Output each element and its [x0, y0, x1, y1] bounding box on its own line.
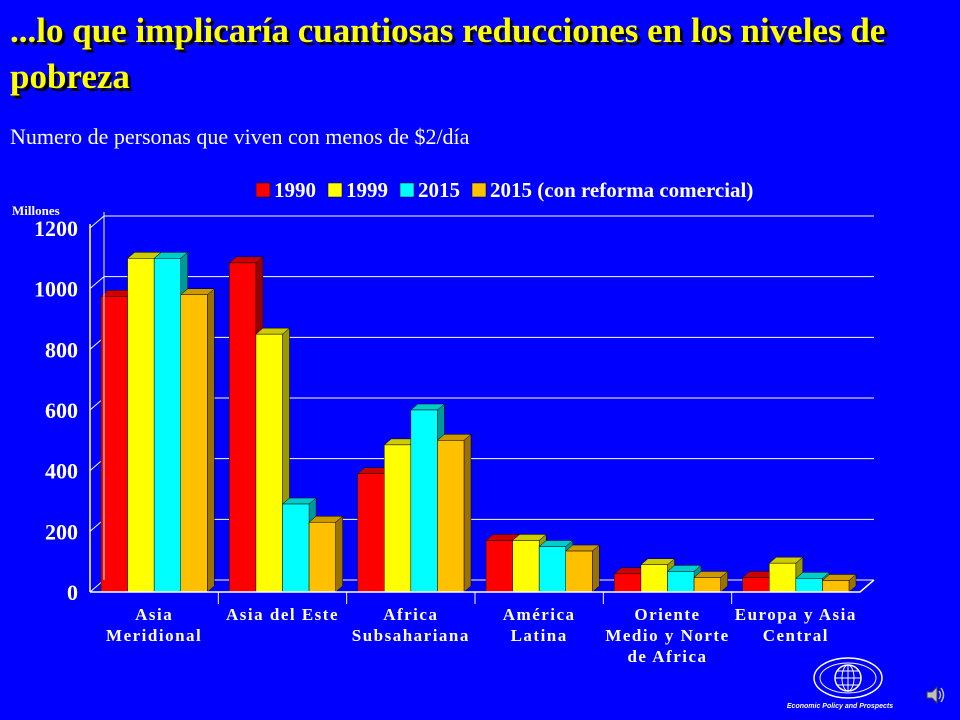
category-label-line: Medio y Norte — [605, 626, 729, 645]
y-tick-label: 1200 — [34, 216, 78, 241]
legend-swatch — [471, 182, 487, 198]
bar — [666, 564, 702, 593]
bar-front — [742, 577, 770, 593]
legend-swatch — [327, 182, 343, 198]
bar-front — [308, 521, 336, 593]
category-label-line: de Africa — [627, 647, 707, 666]
bar-front — [640, 564, 668, 593]
y-tick-label: 200 — [45, 519, 78, 544]
gridline — [89, 276, 874, 290]
bar — [565, 544, 601, 593]
category-label-line: Europa y Asia — [735, 605, 857, 624]
bar — [821, 573, 857, 593]
bar-front — [282, 503, 310, 593]
y-tick-label: 0 — [67, 580, 78, 605]
category-label-line: Central — [763, 626, 829, 645]
bar-front — [384, 444, 412, 593]
legend-label: 2015 (con reforma comercial) — [490, 178, 753, 202]
logo-caption: Economic Policy and Prospects — [786, 703, 894, 710]
bar-front — [693, 577, 721, 593]
bar-front — [100, 296, 128, 593]
category-label-line: América — [503, 605, 576, 624]
speaker-icon[interactable] — [924, 684, 946, 706]
bar-front — [357, 473, 385, 593]
bar-front — [229, 262, 257, 593]
category-label: Asia Meridional — [106, 605, 202, 645]
category-label-line: Latina — [511, 626, 568, 645]
legend-label: 2015 — [418, 178, 460, 202]
gridline — [89, 215, 874, 229]
bar-front — [180, 294, 208, 593]
category-label-line: Asia del Este — [226, 605, 339, 624]
y-tick-label: 600 — [45, 398, 78, 423]
bar-front — [512, 540, 540, 593]
legend-swatch — [399, 182, 415, 198]
y-axis-label: Millones — [12, 203, 60, 218]
bar-front — [565, 550, 593, 593]
bar-side — [335, 515, 343, 593]
category-label: Europa y Asia Central — [735, 605, 857, 645]
category-label-line: Meridional — [106, 626, 202, 645]
bar-front — [769, 562, 797, 593]
bar — [308, 515, 344, 593]
bar-front — [667, 571, 695, 593]
legend-swatch — [255, 182, 271, 198]
category-label-line: Subsahariana — [352, 626, 470, 645]
bar-front — [614, 573, 642, 593]
category-label: Africa Subsahariana — [352, 605, 470, 645]
y-tick-label: 400 — [45, 459, 78, 484]
bar — [436, 433, 472, 593]
bar — [693, 570, 729, 593]
category-label: Asia del Este — [226, 605, 339, 624]
bar-front — [127, 258, 155, 593]
bar — [255, 327, 291, 593]
bar — [180, 288, 216, 593]
bar-front — [410, 409, 438, 593]
slide-subtitle: Numero de personas que viven con menos d… — [10, 124, 470, 149]
bar-front — [437, 440, 465, 593]
y-tick-label: 1000 — [34, 277, 78, 302]
slide-title: ...lo que implicaría cuantiosas reduccio… — [10, 11, 886, 96]
bar-front — [255, 333, 283, 593]
category-label: América Latina — [503, 605, 576, 645]
category-label-line: Oriente — [634, 605, 700, 624]
category-label-line: Asia — [135, 605, 173, 624]
bar-side — [463, 433, 472, 593]
bar-front — [795, 578, 823, 593]
globe-icon — [813, 657, 883, 699]
bar-front — [822, 580, 850, 593]
y-tick-label: 800 — [45, 337, 78, 362]
bar-front — [153, 258, 182, 593]
legend-label: 1990 — [274, 178, 316, 202]
bar-front — [485, 540, 513, 593]
category-label-line: Africa — [383, 605, 438, 624]
legend-label: 1999 — [346, 178, 388, 202]
category-label: Oriente Medio y Norte de Africa — [605, 605, 729, 666]
bar-side — [592, 544, 600, 593]
bar-side — [207, 288, 215, 593]
bar-front — [538, 546, 567, 593]
